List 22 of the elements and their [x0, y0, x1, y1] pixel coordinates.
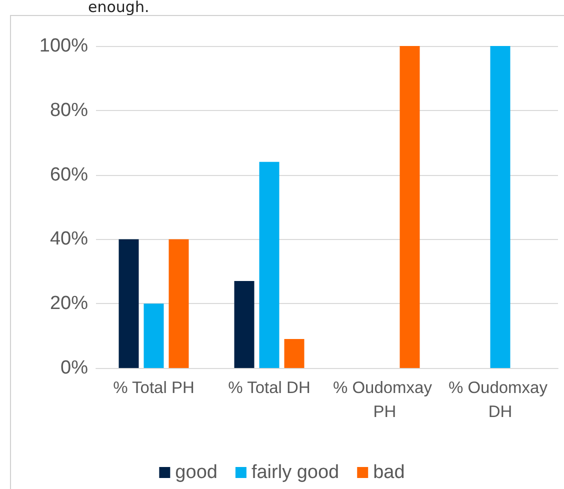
bar: [259, 162, 280, 368]
y-tick-label: 20%: [50, 293, 88, 314]
bar: [490, 46, 510, 368]
x-tick-label: % Total DH: [228, 379, 310, 397]
y-tick-label: 100%: [39, 36, 88, 56]
bar: [284, 339, 304, 368]
legend-label: good: [175, 462, 218, 483]
y-tick-label: 60%: [50, 164, 88, 186]
x-tick-label: % Total PH: [113, 379, 194, 397]
bar: [118, 239, 139, 368]
bar: [400, 46, 420, 368]
legend-label: fairly good: [251, 462, 340, 483]
bar: [144, 304, 164, 368]
y-tick-label: 40%: [50, 228, 88, 250]
x-tick-label: % Oudomxay DH: [448, 379, 552, 421]
y-tick-label: 80%: [50, 100, 88, 121]
legend-label: bad: [373, 462, 405, 483]
text: enough.: [88, 0, 150, 16]
x-tick-label: % Oudomxay PH: [332, 379, 437, 421]
bar: [234, 281, 254, 368]
bar: [168, 239, 189, 368]
y-tick-label: 0%: [60, 358, 88, 378]
